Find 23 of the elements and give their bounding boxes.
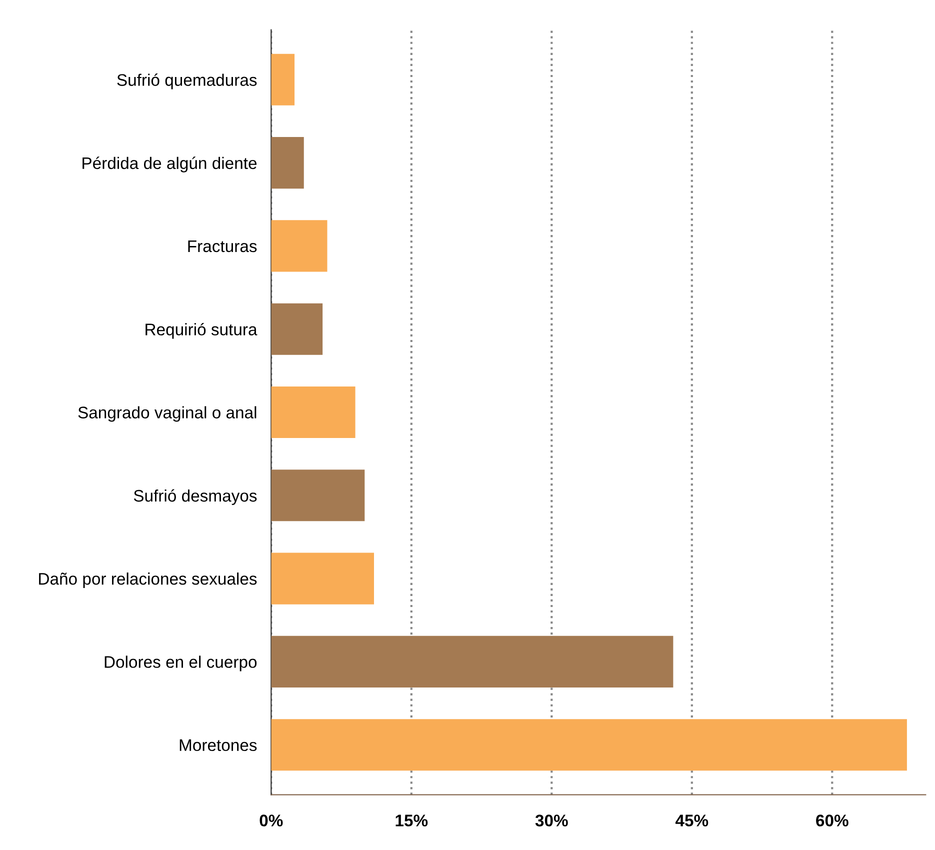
bar <box>271 137 304 189</box>
y-tick-label: Requirió sutura <box>146 322 258 339</box>
x-tick-label: 45% <box>675 814 708 826</box>
bar <box>271 636 674 688</box>
bar <box>271 386 356 438</box>
bar <box>271 552 374 604</box>
y-tick-label: Dolores en el cuerpo <box>104 656 257 672</box>
bar <box>271 303 323 355</box>
bar <box>271 719 907 771</box>
y-tick-label: Sufrió desmayos <box>134 489 257 505</box>
x-tick-label: 0% <box>260 814 283 826</box>
y-tick-label: Daño por relaciones sexuales <box>39 572 257 588</box>
y-tick-label: Sangrado vaginal o anal <box>78 406 256 422</box>
bar <box>271 54 295 106</box>
x-tick-label: 15% <box>396 814 428 826</box>
y-tick-label: Moretones <box>180 739 257 752</box>
y-tick-label: Sufrió quemaduras <box>117 74 257 90</box>
y-tick-label: Pérdida de algún diente <box>82 156 257 172</box>
bar <box>271 470 365 522</box>
x-tick-label: 60% <box>816 814 848 826</box>
x-tick-label: 30% <box>535 814 568 826</box>
bar <box>271 220 328 272</box>
y-tick-label: Fracturas <box>188 240 257 252</box>
